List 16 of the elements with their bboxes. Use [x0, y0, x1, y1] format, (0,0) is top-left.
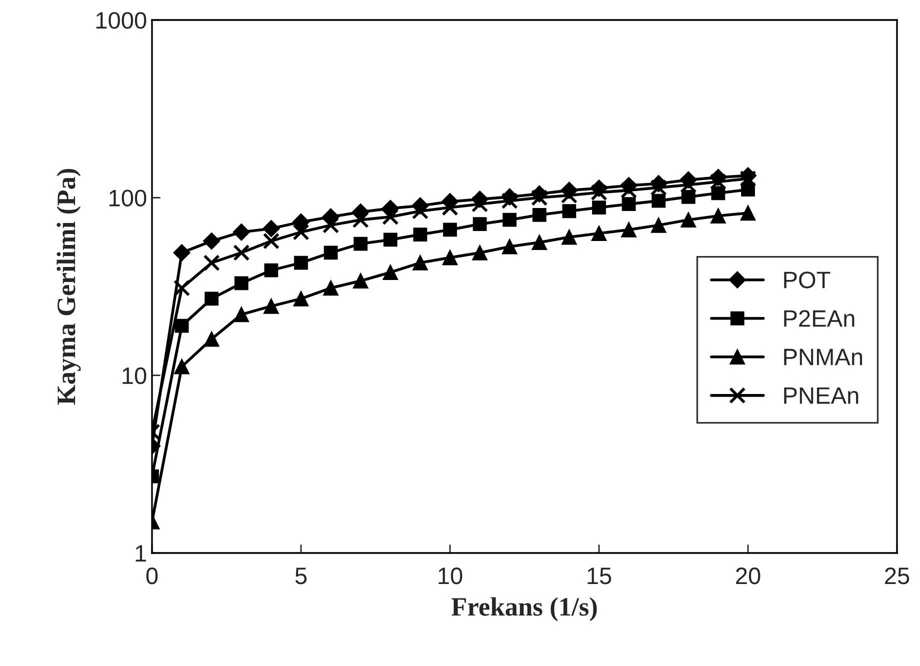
- x-tick-label: 0: [146, 568, 158, 584]
- x-tick-label: 15: [588, 568, 612, 584]
- x-tick-label: 25: [885, 568, 910, 584]
- y-axis-title: Kayma Gerilimi (Pa): [56, 168, 81, 405]
- legend-label: POT: [784, 272, 830, 288]
- legend-label: P2EAn: [784, 310, 854, 327]
- y-tick-label: 1: [136, 545, 146, 562]
- y-tick-label: 10: [122, 367, 146, 384]
- x-tick-label: 10: [438, 568, 462, 584]
- x-axis-title: Frekans (1/s): [452, 597, 597, 622]
- x-tick-label: 20: [736, 568, 760, 584]
- y-tick-label: 100: [110, 190, 146, 206]
- legend-label: PNEAn: [784, 387, 858, 404]
- y-tick-label: 1000: [96, 12, 146, 29]
- legend-label: PNMAn: [784, 348, 862, 366]
- x-tick-label: 5: [295, 568, 307, 584]
